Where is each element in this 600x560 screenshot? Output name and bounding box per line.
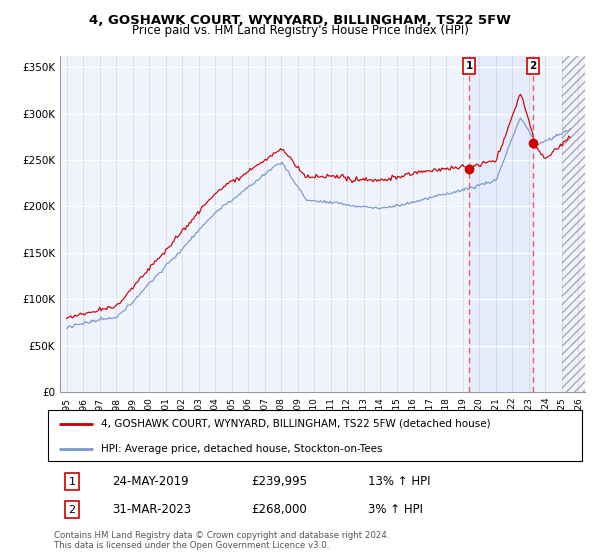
FancyBboxPatch shape xyxy=(48,410,582,461)
Text: 4, GOSHAWK COURT, WYNYARD, BILLINGHAM, TS22 5FW (detached house): 4, GOSHAWK COURT, WYNYARD, BILLINGHAM, T… xyxy=(101,419,491,429)
Text: £268,000: £268,000 xyxy=(251,503,307,516)
Text: 2: 2 xyxy=(529,61,536,71)
Text: Contains HM Land Registry data © Crown copyright and database right 2024.
This d: Contains HM Land Registry data © Crown c… xyxy=(54,531,389,550)
Text: Price paid vs. HM Land Registry's House Price Index (HPI): Price paid vs. HM Land Registry's House … xyxy=(131,24,469,36)
Bar xyxy=(469,56,533,392)
Bar xyxy=(562,56,585,392)
Text: 1: 1 xyxy=(466,61,473,71)
Text: 13% ↑ HPI: 13% ↑ HPI xyxy=(368,475,431,488)
Text: 1: 1 xyxy=(68,477,76,487)
Text: 24-MAY-2019: 24-MAY-2019 xyxy=(112,475,189,488)
Text: 4, GOSHAWK COURT, WYNYARD, BILLINGHAM, TS22 5FW: 4, GOSHAWK COURT, WYNYARD, BILLINGHAM, T… xyxy=(89,14,511,27)
Text: 2: 2 xyxy=(68,505,76,515)
Text: £239,995: £239,995 xyxy=(251,475,307,488)
Text: 31-MAR-2023: 31-MAR-2023 xyxy=(112,503,191,516)
Text: HPI: Average price, detached house, Stockton-on-Tees: HPI: Average price, detached house, Stoc… xyxy=(101,444,383,454)
Bar xyxy=(562,56,585,392)
Text: 3% ↑ HPI: 3% ↑ HPI xyxy=(368,503,424,516)
